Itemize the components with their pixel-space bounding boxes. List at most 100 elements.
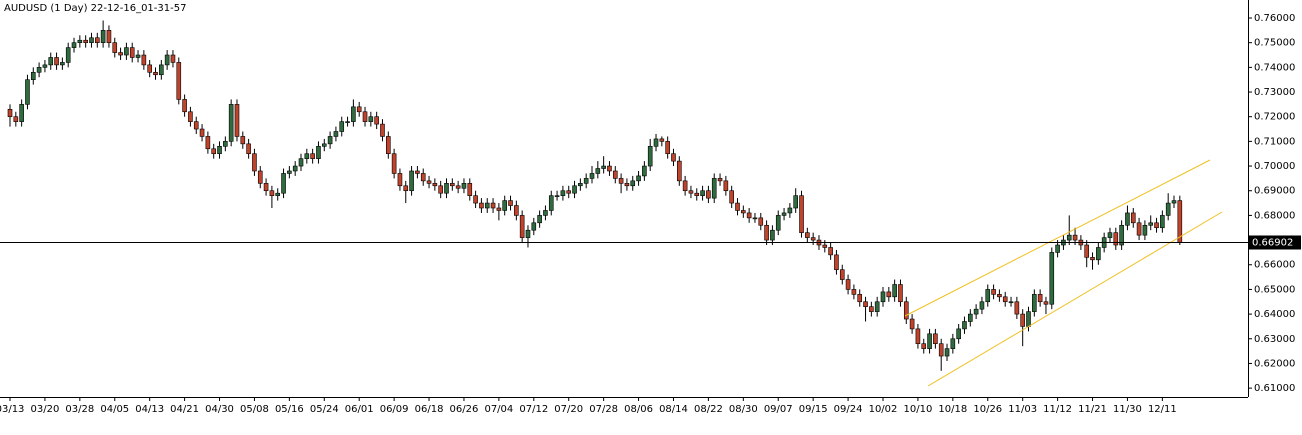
candle-body xyxy=(455,185,461,189)
candle-body xyxy=(1014,301,1020,315)
y-tick-label: 0.62000 xyxy=(1254,358,1295,369)
x-tick-label: 04/21 xyxy=(170,404,199,415)
candle-body xyxy=(711,178,717,199)
candle-body xyxy=(473,195,478,204)
candle-body xyxy=(601,165,606,169)
candle-body xyxy=(839,269,845,280)
x-tick-label: 03/13 xyxy=(0,404,24,415)
x-tick-label: 03/28 xyxy=(65,404,94,415)
candle-body xyxy=(42,64,48,68)
candle-body xyxy=(1171,200,1177,204)
candle-body xyxy=(938,343,944,357)
candle-body xyxy=(863,301,868,307)
candle-body xyxy=(1026,311,1031,327)
x-tick-label: 11/30 xyxy=(1113,404,1142,415)
candle-body xyxy=(973,308,979,315)
candle-body xyxy=(71,42,77,48)
candle-body xyxy=(612,170,618,179)
y-tick-label: 0.76000 xyxy=(1254,13,1295,24)
candle-body xyxy=(106,30,112,43)
chart-title: AUDUSD (1 Day) 22-12-16_01-31-57 xyxy=(4,3,186,14)
x-tick-label: 08/06 xyxy=(624,404,653,415)
y-tick-label: 0.66000 xyxy=(1254,260,1295,271)
candle-body xyxy=(223,141,228,147)
candle-body xyxy=(805,232,810,238)
candle-body xyxy=(1107,232,1113,238)
candle-body xyxy=(531,222,537,231)
candle-body xyxy=(281,173,286,194)
x-tick-label: 04/30 xyxy=(205,404,234,415)
candle-body xyxy=(927,333,932,349)
candle-body xyxy=(263,183,269,192)
candle-body xyxy=(1125,212,1130,226)
candle-body xyxy=(1072,234,1078,241)
candle-body xyxy=(13,116,19,122)
candle-body xyxy=(415,170,420,174)
candle-body xyxy=(100,30,106,43)
candle-body xyxy=(502,200,508,211)
candle-body xyxy=(304,153,310,159)
price-label-box xyxy=(1249,235,1301,250)
candle-body xyxy=(292,165,298,172)
candle-body xyxy=(647,146,653,167)
candle-body xyxy=(362,111,368,122)
candle-body xyxy=(869,306,874,312)
candle-body xyxy=(25,79,30,105)
y-tick-label: 0.64000 xyxy=(1254,309,1295,320)
x-tick-label: 08/14 xyxy=(659,404,688,415)
candle-body xyxy=(962,321,967,330)
candle-body xyxy=(525,229,531,238)
x-tick-label: 06/18 xyxy=(415,404,444,415)
candle-body xyxy=(1020,313,1025,327)
x-tick-label: 08/22 xyxy=(694,404,723,415)
candle-body xyxy=(519,215,525,238)
candle-body xyxy=(1136,222,1142,236)
candle-body xyxy=(19,104,24,122)
candle-body xyxy=(1090,257,1095,261)
candle-body xyxy=(310,153,315,159)
candle-body xyxy=(572,185,577,194)
y-tick-label: 0.68000 xyxy=(1254,210,1295,221)
candle-body xyxy=(741,210,746,214)
title-box xyxy=(0,0,190,15)
candle-body xyxy=(1043,301,1049,305)
candle-body xyxy=(1160,215,1165,229)
candle-body xyxy=(630,180,636,187)
candle-body xyxy=(898,284,903,303)
y-tick-label: 0.71000 xyxy=(1254,136,1295,147)
candle-body xyxy=(380,123,385,137)
candle-body xyxy=(1130,212,1136,224)
candle-body xyxy=(752,217,758,220)
x-tick-label: 09/24 xyxy=(834,404,863,415)
x-tick-label: 10/10 xyxy=(904,404,933,415)
candle-body xyxy=(490,202,496,209)
candle-body xyxy=(54,57,59,66)
candle-body xyxy=(653,138,659,147)
candle-body xyxy=(450,183,455,187)
candle-body xyxy=(129,47,135,58)
candle-body xyxy=(193,121,199,130)
candle-body xyxy=(432,183,438,187)
x-tick-label: 10/26 xyxy=(973,404,1002,415)
x-tick-label: 04/13 xyxy=(135,404,164,415)
candle-body xyxy=(514,205,519,216)
candle-body xyxy=(409,170,414,192)
candle-body xyxy=(607,165,612,172)
candle-body xyxy=(944,348,950,357)
candle-body xyxy=(642,165,647,177)
candle-body xyxy=(199,128,205,137)
candle-body xyxy=(1049,252,1055,305)
candle-body xyxy=(467,183,473,196)
candle-body xyxy=(554,195,560,197)
x-tick-label: 08/30 xyxy=(729,404,758,415)
candle-body xyxy=(1113,232,1119,246)
candle-body xyxy=(828,247,833,256)
candle-body xyxy=(182,99,187,113)
candle-body xyxy=(153,71,158,76)
candle-body xyxy=(95,37,100,43)
candle-body xyxy=(368,116,374,122)
candle-body xyxy=(333,131,339,137)
candle-body xyxy=(1066,234,1072,241)
